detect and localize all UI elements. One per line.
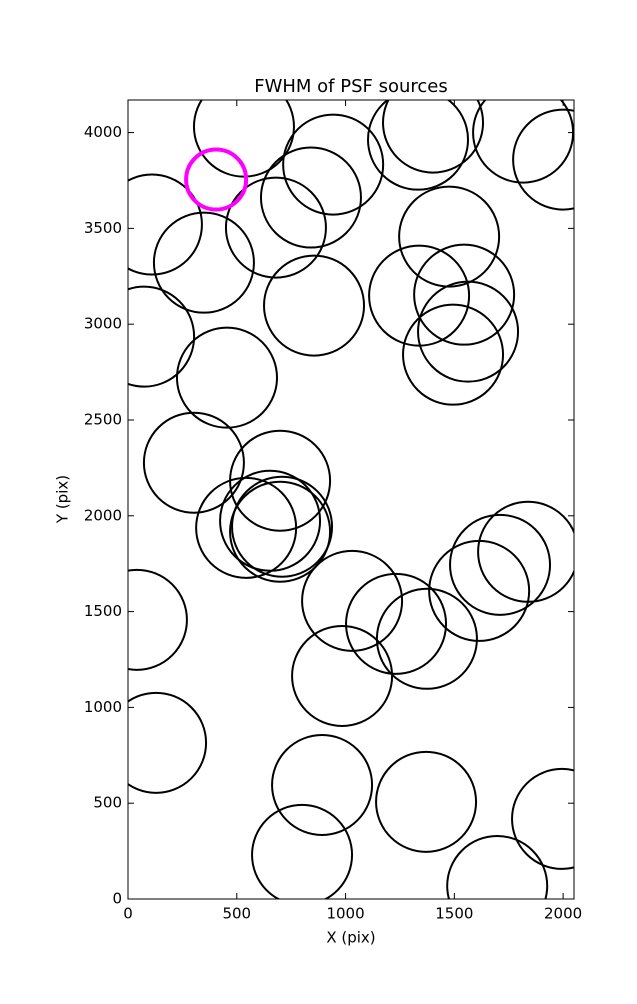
source-circle	[192, 100, 295, 178]
source-circle	[128, 285, 196, 388]
y-tick-label: 3500	[84, 219, 122, 237]
y-axis-label: Y (pix)	[54, 475, 72, 524]
x-axis-label: X (pix)	[326, 929, 375, 947]
source-circle	[128, 691, 208, 794]
x-tick-label: 0	[123, 905, 133, 923]
y-tick-label: 0	[112, 890, 122, 908]
source-circle	[231, 475, 334, 578]
source-circle	[128, 173, 203, 276]
y-tick-label: 2500	[84, 410, 122, 428]
source-circle	[449, 513, 552, 616]
x-tick-label: 500	[222, 905, 251, 923]
source-circle	[446, 834, 549, 899]
y-tick-label: 500	[93, 794, 122, 812]
source-circle	[413, 243, 516, 346]
x-tick-label: 2000	[544, 905, 582, 923]
source-circle	[128, 568, 188, 671]
source-circle	[382, 100, 485, 174]
source-circle	[345, 572, 448, 675]
source-circle	[282, 113, 385, 216]
y-tick-label: 4000	[84, 123, 122, 141]
plot-frame	[127, 99, 575, 900]
plot-area	[128, 100, 574, 899]
source-circle	[402, 303, 505, 406]
source-circle	[375, 750, 478, 853]
source-circle	[251, 803, 354, 899]
y-tick-label: 2000	[84, 506, 122, 524]
x-tick-label: 1500	[435, 905, 473, 923]
source-circle	[175, 326, 278, 429]
chart-title: FWHM of PSF sources	[254, 76, 448, 97]
source-circle	[224, 176, 327, 279]
source-circle	[512, 108, 574, 211]
x-tick-label: 1000	[326, 905, 364, 923]
source-circle	[301, 549, 404, 652]
source-circle	[184, 147, 249, 212]
source-circle	[398, 185, 501, 288]
y-tick-label: 1500	[84, 602, 122, 620]
source-circle	[259, 146, 362, 249]
source-circle	[263, 254, 366, 357]
source-circle	[367, 100, 469, 191]
source-circle	[511, 767, 574, 870]
y-tick-label: 1000	[84, 698, 122, 716]
source-circle	[219, 469, 322, 572]
y-tick-label: 3000	[84, 315, 122, 333]
source-circle	[152, 211, 255, 314]
source-circle	[417, 280, 520, 383]
source-circle	[477, 500, 574, 603]
source-circle	[291, 624, 394, 727]
source-circle	[271, 733, 374, 836]
source-circle	[142, 411, 245, 514]
source-circle	[229, 480, 332, 583]
